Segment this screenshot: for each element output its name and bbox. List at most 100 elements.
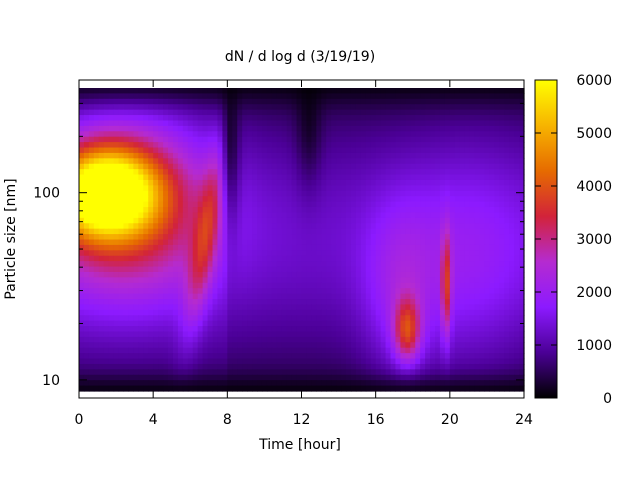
heatmap-cell	[405, 163, 411, 170]
heatmap-cell	[484, 380, 490, 387]
heatmap-cell	[336, 266, 342, 273]
heatmap-cell	[464, 277, 471, 284]
heatmap-cell	[222, 228, 228, 235]
heatmap-cell	[435, 353, 441, 360]
heatmap-cell	[380, 358, 387, 365]
heatmap-cell	[187, 152, 194, 159]
heatmap-cell	[400, 169, 406, 176]
heatmap-cell	[103, 304, 110, 311]
heatmap-cell	[153, 288, 159, 295]
heatmap-cell	[98, 255, 105, 262]
heatmap-cell	[331, 201, 337, 208]
heatmap-cell	[187, 131, 194, 138]
heatmap-cell	[148, 266, 154, 273]
heatmap-cell	[479, 212, 486, 219]
heatmap-cell	[202, 304, 209, 311]
heatmap-cell	[380, 380, 387, 387]
heatmap-cell	[271, 239, 278, 246]
heatmap-cell	[261, 320, 268, 327]
heatmap-cell	[489, 353, 495, 360]
heatmap-cell	[276, 336, 283, 343]
heatmap-cell	[172, 239, 179, 246]
heatmap-cell	[326, 342, 332, 349]
heatmap-cell	[177, 152, 184, 159]
heatmap-cell	[301, 217, 308, 224]
heatmap-cell	[346, 309, 352, 316]
heatmap-cell	[509, 309, 515, 316]
heatmap-cell	[474, 98, 481, 105]
heatmap-cell	[464, 169, 471, 176]
heatmap-cell	[454, 228, 461, 235]
heatmap-cell	[93, 315, 100, 322]
heatmap-cell	[133, 190, 139, 197]
heatmap-cell	[509, 115, 515, 122]
heatmap-cell	[444, 125, 451, 132]
heatmap-cell	[217, 385, 223, 392]
heatmap-cell	[168, 326, 174, 333]
heatmap-cell	[197, 158, 204, 165]
heatmap-cell	[365, 331, 372, 338]
heatmap-cell	[187, 228, 194, 235]
heatmap-cell	[197, 93, 204, 100]
heatmap-cell	[326, 299, 332, 306]
heatmap-cell	[212, 261, 219, 268]
heatmap-cell	[257, 336, 263, 343]
heatmap-cell	[519, 250, 525, 257]
heatmap-cell	[370, 244, 377, 251]
heatmap-cell	[390, 223, 397, 230]
heatmap-cell	[459, 217, 466, 224]
heatmap-cell	[509, 93, 515, 100]
heatmap-cell	[281, 120, 288, 127]
heatmap-cell	[88, 363, 95, 370]
heatmap-cell	[202, 369, 209, 376]
heatmap-cell	[430, 147, 436, 154]
heatmap-cell	[444, 147, 451, 154]
heatmap-cell	[276, 158, 283, 165]
heatmap-cell	[153, 228, 159, 235]
heatmap-cell	[202, 255, 209, 262]
heatmap-cell	[430, 109, 436, 116]
heatmap-cell	[232, 223, 238, 230]
heatmap-cell	[479, 125, 486, 132]
heatmap-cell	[227, 109, 233, 116]
heatmap-cell	[93, 88, 100, 95]
heatmap-cell	[177, 136, 184, 143]
heatmap-cell	[93, 190, 100, 197]
heatmap-cell	[281, 234, 288, 241]
heatmap-cell	[113, 315, 120, 322]
heatmap-cell	[118, 190, 125, 197]
heatmap-cell	[227, 212, 233, 219]
heatmap-cell	[286, 158, 293, 165]
heatmap-cell	[148, 369, 154, 376]
heatmap-cell	[365, 142, 372, 149]
heatmap-cell	[237, 174, 243, 181]
heatmap-cell	[168, 169, 174, 176]
heatmap-cell	[321, 163, 327, 170]
heatmap-cell	[88, 288, 95, 295]
heatmap-cell	[281, 212, 288, 219]
heatmap-cell	[118, 255, 125, 262]
heatmap-cell	[182, 315, 189, 322]
heatmap-cell	[88, 98, 95, 105]
heatmap-cell	[247, 131, 253, 138]
heatmap-cell	[444, 288, 451, 295]
heatmap-cell	[499, 98, 505, 105]
heatmap-cell	[390, 174, 397, 181]
heatmap-cell	[459, 147, 466, 154]
heatmap-cell	[168, 104, 174, 111]
heatmap-cell	[410, 277, 416, 284]
heatmap-cell	[435, 109, 441, 116]
heatmap-cell	[454, 239, 461, 246]
heatmap-cell	[306, 163, 312, 170]
heatmap-cell	[469, 234, 476, 241]
heatmap-cell	[454, 217, 461, 224]
heatmap-cell	[187, 179, 194, 186]
heatmap-cell	[346, 234, 352, 241]
heatmap-cell	[420, 190, 426, 197]
heatmap-cell	[489, 217, 495, 224]
heatmap-cell	[291, 374, 298, 381]
heatmap-cell	[489, 315, 495, 322]
heatmap-cell	[296, 234, 303, 241]
heatmap-cell	[79, 185, 85, 192]
